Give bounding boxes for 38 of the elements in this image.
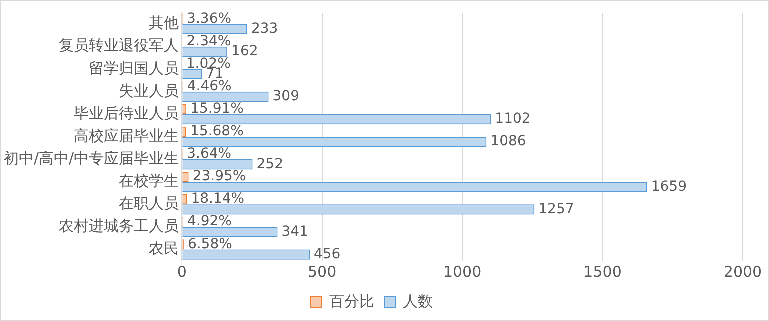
data-label: 3.36% — [187, 10, 232, 27]
data-label: 3.64% — [187, 146, 232, 162]
y-tick-label: 高校应届毕业生 — [74, 126, 180, 145]
y-tick-label: 农村进城务工人员 — [59, 217, 180, 236]
y-tick-label: 在校学生 — [119, 172, 180, 190]
legend-label: 百分比 — [330, 292, 374, 310]
data-label: 4.46% — [187, 78, 232, 94]
data-label: 1086 — [490, 134, 526, 150]
y-tick-label: 农民 — [149, 240, 180, 258]
data-label: 4.92% — [187, 214, 232, 230]
data-label: 23.95% — [192, 168, 246, 185]
y-tick-label: 初中/高中/中专应届毕业生 — [4, 149, 180, 168]
data-label: 6.58% — [188, 236, 232, 252]
data-label: 15.68% — [190, 124, 244, 140]
data-label: 233 — [251, 20, 278, 37]
x-tick-label: 500 — [308, 262, 337, 281]
data-label: 1257 — [538, 201, 574, 218]
data-label: 15.91% — [190, 101, 244, 118]
y-tick-label: 留学归国人员 — [89, 59, 180, 78]
data-label: 1102 — [495, 111, 531, 128]
y-tick-label: 复员转业退役军人 — [59, 36, 180, 55]
data-label: 309 — [272, 88, 300, 105]
y-tick-label: 在职人员 — [119, 194, 180, 213]
data-label: 2.34% — [186, 33, 232, 50]
legend-label: 人数 — [403, 292, 433, 310]
y-tick-label: 毕业后待业人员 — [74, 104, 180, 122]
data-label: 341 — [282, 224, 308, 240]
data-label: 162 — [232, 44, 258, 60]
data-label: 456 — [314, 246, 341, 262]
data-label: 18.14% — [191, 191, 245, 208]
x-tick-label: 1000 — [443, 262, 482, 281]
data-label: 1659 — [651, 178, 688, 195]
y-tick-label: 失业人员 — [119, 82, 180, 100]
data-label: 252 — [256, 156, 284, 172]
y-tick-label: 其他 — [149, 14, 180, 32]
x-tick-label: 2000 — [724, 262, 762, 281]
x-tick-label: 1500 — [584, 262, 622, 281]
x-tick-label: 0 — [177, 262, 187, 281]
